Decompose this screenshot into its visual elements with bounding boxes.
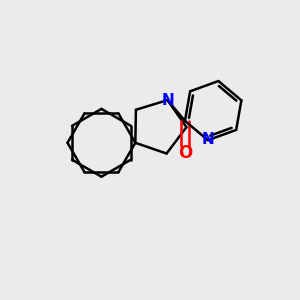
Text: N: N xyxy=(162,93,175,108)
Text: O: O xyxy=(178,144,192,162)
Text: N: N xyxy=(202,132,214,147)
